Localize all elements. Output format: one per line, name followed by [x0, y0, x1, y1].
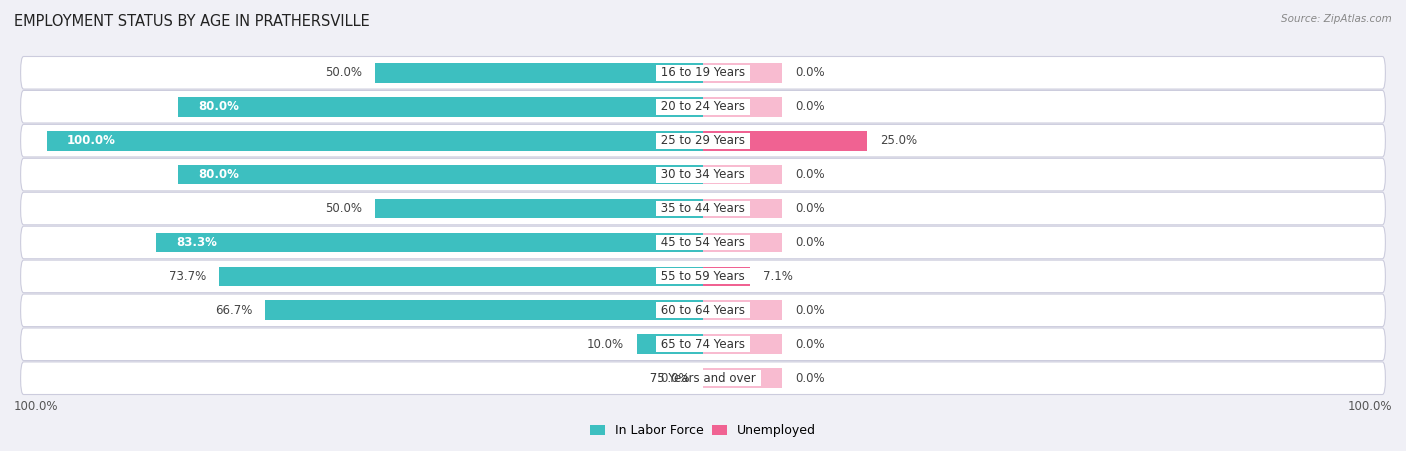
FancyBboxPatch shape	[21, 158, 1385, 191]
Bar	[703, 131, 868, 151]
Text: 50.0%: 50.0%	[325, 202, 361, 215]
Text: 60 to 64 Years: 60 to 64 Years	[657, 304, 749, 317]
Text: 0.0%: 0.0%	[794, 338, 824, 351]
FancyBboxPatch shape	[21, 294, 1385, 327]
Bar	[375, 63, 703, 83]
Text: 50.0%: 50.0%	[325, 66, 361, 79]
Bar	[179, 97, 703, 116]
Text: 65 to 74 Years: 65 to 74 Years	[657, 338, 749, 351]
Text: 25.0%: 25.0%	[880, 134, 917, 147]
Text: 16 to 19 Years: 16 to 19 Years	[657, 66, 749, 79]
Text: 35 to 44 Years: 35 to 44 Years	[657, 202, 749, 215]
FancyBboxPatch shape	[21, 91, 1385, 123]
Bar	[703, 97, 782, 116]
Text: 0.0%: 0.0%	[794, 168, 824, 181]
FancyBboxPatch shape	[21, 260, 1385, 293]
Bar	[703, 335, 782, 354]
Bar	[219, 267, 703, 286]
Bar	[703, 165, 782, 184]
Text: 0.0%: 0.0%	[794, 304, 824, 317]
Bar	[46, 131, 703, 151]
Text: 66.7%: 66.7%	[215, 304, 252, 317]
Text: 25 to 29 Years: 25 to 29 Years	[657, 134, 749, 147]
FancyBboxPatch shape	[21, 192, 1385, 225]
Bar	[703, 368, 782, 388]
Bar	[266, 300, 703, 320]
Bar	[375, 199, 703, 218]
Bar	[703, 199, 782, 218]
Text: 0.0%: 0.0%	[794, 66, 824, 79]
Text: 100.0%: 100.0%	[14, 400, 59, 413]
Text: 0.0%: 0.0%	[661, 372, 690, 385]
Text: 75 Years and over: 75 Years and over	[647, 372, 759, 385]
Text: 0.0%: 0.0%	[794, 236, 824, 249]
FancyBboxPatch shape	[21, 226, 1385, 259]
FancyBboxPatch shape	[21, 362, 1385, 395]
Text: 10.0%: 10.0%	[588, 338, 624, 351]
Text: 30 to 34 Years: 30 to 34 Years	[657, 168, 749, 181]
Bar	[703, 233, 782, 252]
Text: 73.7%: 73.7%	[169, 270, 207, 283]
Text: 20 to 24 Years: 20 to 24 Years	[657, 100, 749, 113]
Text: 0.0%: 0.0%	[794, 372, 824, 385]
Text: 0.0%: 0.0%	[794, 100, 824, 113]
Text: 55 to 59 Years: 55 to 59 Years	[657, 270, 749, 283]
Text: 80.0%: 80.0%	[198, 168, 239, 181]
Text: 100.0%: 100.0%	[66, 134, 115, 147]
Bar	[703, 300, 782, 320]
Bar	[156, 233, 703, 252]
Bar	[703, 63, 782, 83]
Text: Source: ZipAtlas.com: Source: ZipAtlas.com	[1281, 14, 1392, 23]
Bar	[179, 165, 703, 184]
Text: 45 to 54 Years: 45 to 54 Years	[657, 236, 749, 249]
FancyBboxPatch shape	[21, 124, 1385, 157]
Text: 100.0%: 100.0%	[1347, 400, 1392, 413]
Text: 83.3%: 83.3%	[176, 236, 217, 249]
FancyBboxPatch shape	[21, 328, 1385, 360]
Text: EMPLOYMENT STATUS BY AGE IN PRATHERSVILLE: EMPLOYMENT STATUS BY AGE IN PRATHERSVILL…	[14, 14, 370, 28]
Bar	[637, 335, 703, 354]
Text: 0.0%: 0.0%	[794, 202, 824, 215]
Text: 7.1%: 7.1%	[762, 270, 793, 283]
FancyBboxPatch shape	[21, 56, 1385, 89]
Bar	[703, 267, 749, 286]
Legend: In Labor Force, Unemployed: In Labor Force, Unemployed	[585, 419, 821, 442]
Text: 80.0%: 80.0%	[198, 100, 239, 113]
